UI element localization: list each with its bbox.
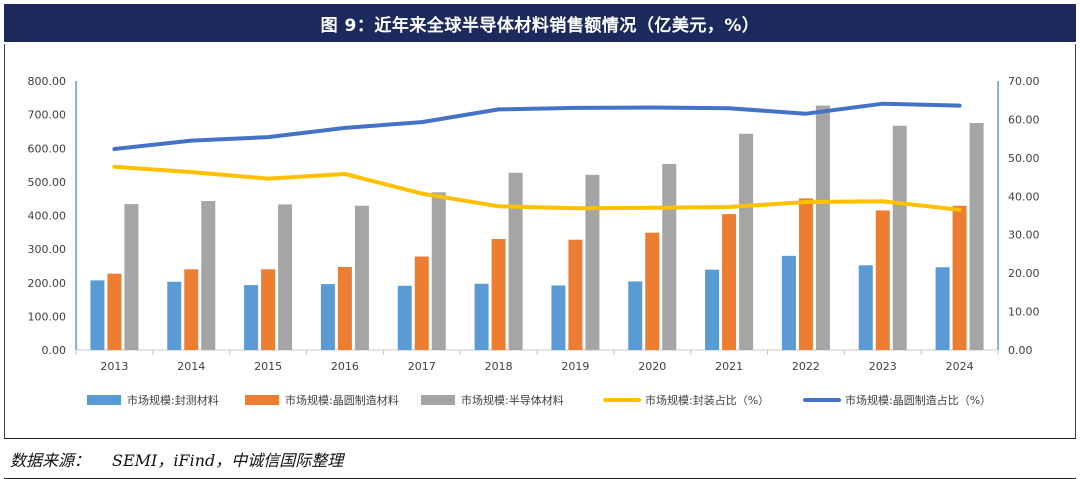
bar-2	[798, 198, 813, 350]
x-tick-label: 2016	[331, 360, 359, 373]
x-tick-label: 2024	[946, 360, 974, 373]
bar-1	[320, 284, 335, 350]
x-tick-label: 2015	[254, 360, 282, 373]
y-right-tick-label: 10.00	[1008, 306, 1040, 319]
y-left-tick-label: 600.00	[28, 142, 67, 155]
y-left-tick-label: 300.00	[28, 243, 67, 256]
bar-3	[201, 201, 216, 350]
bar-3	[892, 125, 907, 350]
legend-swatch	[87, 395, 121, 405]
bar-3	[508, 172, 523, 350]
y-right-tick-label: 30.00	[1008, 229, 1040, 242]
y-left-tick-label: 200.00	[28, 277, 67, 290]
y-right-tick-label: 50.00	[1008, 152, 1040, 165]
bar-3	[124, 204, 139, 350]
bar-3	[739, 133, 754, 350]
y-right-tick-label: 40.00	[1008, 190, 1040, 203]
bar-1	[705, 269, 720, 350]
legend-label: 市场规模:晶圆制造材料	[285, 393, 399, 407]
bar-1	[244, 285, 259, 350]
bar-1	[781, 255, 796, 350]
legend-swatch	[245, 395, 279, 405]
y-left-tick-label: 100.00	[28, 310, 67, 323]
bar-1	[397, 285, 412, 350]
x-tick-label: 2017	[408, 360, 436, 373]
y-left-tick-label: 0.00	[42, 344, 67, 357]
bar-1	[474, 283, 489, 350]
source-label: 数据来源：	[10, 450, 91, 470]
bar-3	[585, 174, 600, 350]
bar-3	[354, 205, 369, 350]
x-tick-label: 2018	[485, 360, 513, 373]
bar-2	[414, 256, 429, 350]
y-right-tick-label: 20.00	[1008, 267, 1040, 280]
legend-label: 市场规模:封测材料	[127, 393, 219, 407]
bar-3	[815, 105, 830, 350]
chart-title: 图 9：近年来全球半导体材料销售额情况（亿美元，%）	[4, 4, 1076, 42]
bar-3	[662, 164, 677, 350]
x-tick-label: 2013	[100, 360, 128, 373]
x-tick-label: 2014	[177, 360, 205, 373]
legend-label: 市场规模:半导体材料	[461, 393, 564, 407]
bar-3	[431, 192, 446, 350]
line-series-1	[112, 164, 962, 212]
bar-2	[568, 239, 583, 350]
y-left-tick-label: 700.00	[28, 109, 67, 122]
legend-swatch	[421, 395, 455, 405]
chart-frame: 0.00 100.00 200.00 300.00 400.00 500.00 600.00…	[4, 44, 1076, 438]
chart-area: 0.00 100.00 200.00 300.00 400.00 500.00 600.00…	[28, 75, 1040, 407]
bar-3	[969, 123, 984, 350]
x-tick-label: 2020	[638, 360, 666, 373]
y-left-tick-label: 400.00	[28, 210, 67, 223]
bar-2	[875, 210, 890, 350]
y-right-tick-label: 60.00	[1008, 113, 1040, 126]
bar-1	[628, 281, 643, 350]
bar-1	[90, 280, 105, 350]
bar-1	[858, 265, 873, 350]
y-right-tick-label: 70.00	[1008, 75, 1040, 88]
y-left-tick-label: 500.00	[28, 176, 67, 189]
bar-2	[107, 273, 122, 350]
bar-2	[491, 239, 506, 350]
line-series-2	[112, 101, 962, 151]
bar-2	[645, 232, 660, 350]
legend-label: 市场规模:晶圆制造占比（%）	[845, 393, 991, 407]
source-note: 数据来源： SEMI，iFind，中诚信国际整理	[4, 438, 1076, 479]
legend-label: 市场规模:封装占比（%）	[645, 393, 769, 407]
x-tick-label: 2022	[792, 360, 820, 373]
bar-2	[261, 269, 276, 350]
source-text: SEMI，iFind，中诚信国际整理	[112, 450, 344, 470]
bar-1	[167, 281, 182, 350]
x-tick-label: 2023	[869, 360, 897, 373]
bar-2	[952, 205, 967, 350]
bar-1	[935, 267, 950, 350]
bar-2	[722, 214, 737, 350]
bar-3	[278, 204, 293, 350]
y-left-tick-label: 800.00	[28, 75, 67, 88]
bar-2	[337, 266, 352, 350]
x-tick-label: 2019	[561, 360, 589, 373]
bar-2	[184, 269, 199, 350]
y-right-tick-label: 0.00	[1008, 344, 1033, 357]
x-tick-label: 2021	[715, 360, 743, 373]
bar-1	[551, 285, 566, 350]
